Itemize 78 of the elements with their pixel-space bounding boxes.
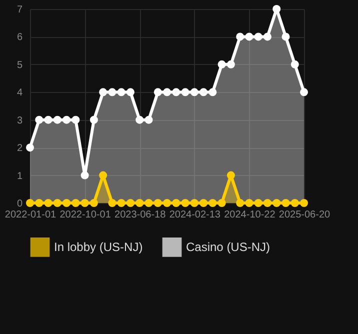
point [126, 88, 134, 96]
point [136, 116, 144, 124]
point [208, 199, 217, 207]
point [117, 199, 126, 207]
point [254, 199, 262, 207]
point [80, 199, 89, 207]
legend-label: In lobby (US-NJ) [54, 240, 143, 254]
point [282, 32, 290, 41]
point [263, 199, 272, 207]
point [163, 199, 171, 207]
point [190, 199, 198, 207]
point [226, 171, 235, 180]
point [181, 199, 190, 207]
y-tick-label: 5 [16, 60, 23, 71]
point [72, 199, 80, 207]
point [90, 116, 98, 124]
point [181, 88, 190, 96]
y-tick-label: 1 [16, 170, 23, 182]
point [44, 199, 52, 207]
x-tick-label: 2022-10-01 [60, 210, 112, 220]
point [108, 88, 116, 96]
point [254, 32, 262, 41]
point [282, 199, 290, 207]
point [117, 88, 126, 96]
point [272, 199, 281, 207]
point [126, 199, 134, 207]
point [290, 60, 299, 68]
y-tick-label: 3 [16, 115, 23, 126]
point [35, 116, 44, 124]
point [218, 199, 226, 207]
point [154, 88, 162, 96]
point [236, 199, 244, 207]
x-tick-label: 2025-06-20 [278, 210, 331, 220]
point [154, 199, 162, 207]
point [172, 199, 180, 207]
x-tick-label: 2024-10-22 [224, 210, 276, 220]
point [300, 88, 308, 96]
point [172, 88, 180, 96]
y-tick-label: 6 [16, 32, 23, 44]
point [163, 88, 171, 96]
point [200, 88, 208, 96]
point [26, 144, 34, 152]
point [290, 199, 299, 207]
point [218, 60, 226, 68]
x-tick-label: 2024-02-13 [169, 210, 221, 220]
point [236, 32, 244, 41]
point [144, 199, 153, 207]
point [35, 199, 44, 207]
point [62, 116, 71, 124]
y-tick-label: 0 [16, 198, 23, 210]
point [26, 199, 34, 207]
point [208, 88, 217, 96]
point [99, 171, 108, 180]
point [144, 116, 153, 124]
point [300, 199, 308, 207]
point [200, 199, 208, 207]
point [72, 116, 80, 124]
point [62, 199, 71, 207]
point [136, 199, 144, 207]
point [99, 88, 108, 96]
point [53, 116, 62, 124]
point [53, 199, 62, 207]
x-tick-label: 2023-06-18 [114, 210, 166, 220]
legend-label: Casino (US-NJ) [186, 240, 270, 254]
point [90, 199, 98, 207]
point [272, 5, 281, 13]
point [245, 32, 254, 41]
point [44, 116, 52, 124]
point [263, 32, 272, 41]
point [245, 199, 254, 207]
y-tick-label: 4 [16, 88, 23, 99]
y-tick-label: 2 [16, 143, 23, 154]
point [226, 60, 235, 68]
point [108, 199, 116, 207]
x-tick-label: 2022-01-01 [4, 210, 57, 220]
point [80, 171, 89, 180]
point [190, 88, 198, 96]
y-tick-label: 7 [16, 4, 23, 16]
